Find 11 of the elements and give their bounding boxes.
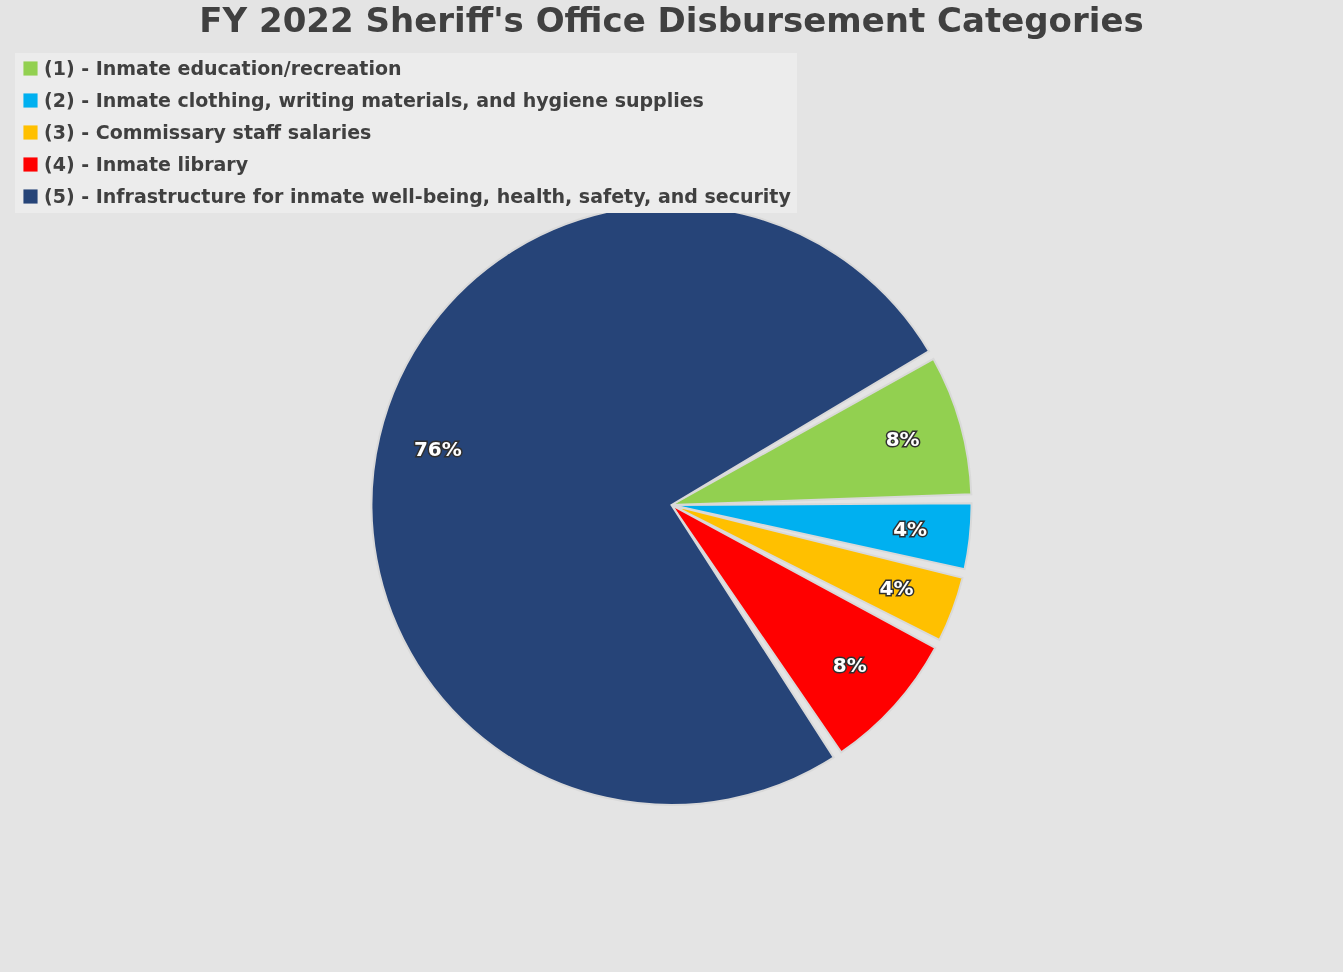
data-label: 76%: [413, 437, 462, 462]
legend-label: (2) - Inmate clothing, writing materials, and hygiene supplies: [44, 88, 704, 111]
data-label: 8%: [885, 427, 920, 452]
legend-label: (1) - Inmate education/recreation: [44, 56, 402, 79]
legend-label: (4) - Inmate library: [44, 152, 249, 175]
data-label: 4%: [893, 517, 928, 542]
data-label: 8%: [832, 652, 867, 677]
chart-title: FY 2022 Sheriff's Office Disbursement Categories: [199, 0, 1144, 40]
legend-label: (3) - Commissary staff salaries: [44, 120, 372, 143]
data-label: 4%: [879, 575, 914, 600]
legend-label: (5) - Infrastructure for inmate well-being, health, safety, and security: [44, 184, 792, 207]
